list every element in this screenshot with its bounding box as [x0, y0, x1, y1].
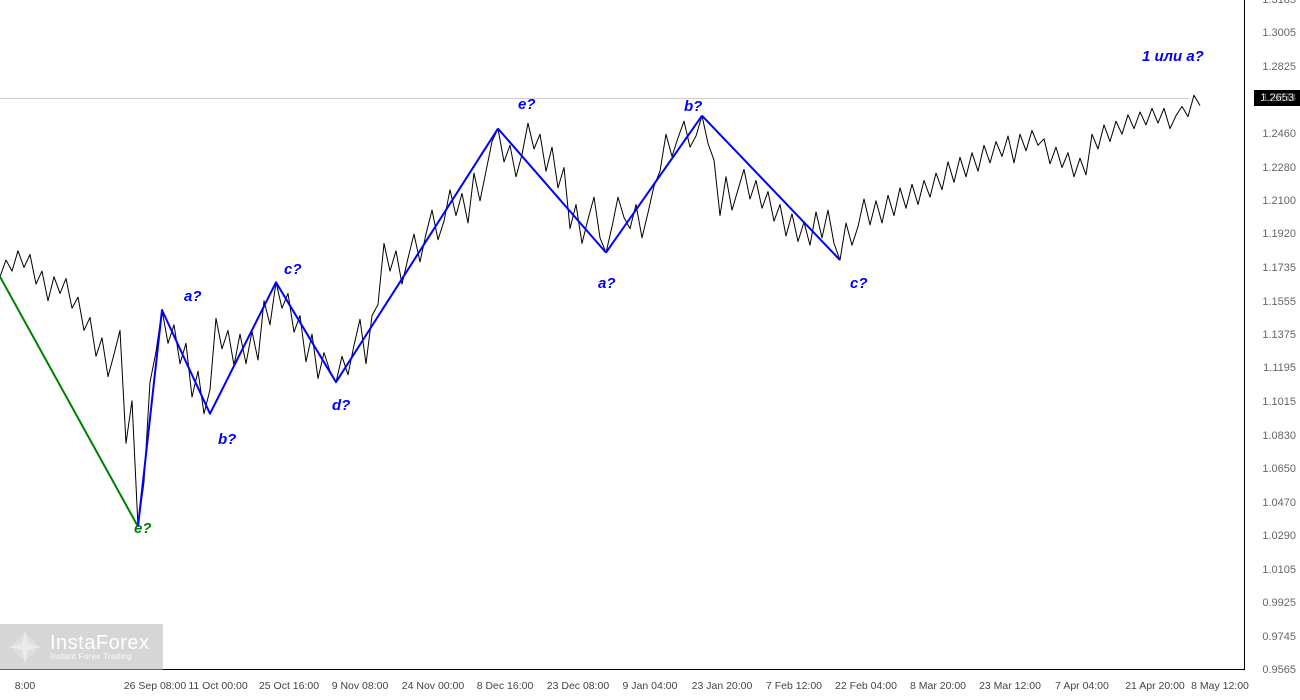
y-tick-label: 1.0105 — [1262, 564, 1296, 576]
y-tick-label: 0.9565 — [1262, 664, 1296, 676]
y-tick-label: 0.9925 — [1262, 597, 1296, 609]
wave-label: e? — [134, 520, 152, 537]
wave-label: c? — [850, 275, 868, 292]
watermark: InstaForex Instant Forex Trading — [0, 624, 163, 670]
y-tick-label: 1.0830 — [1262, 430, 1296, 442]
x-tick-label: 7 Feb 12:00 — [766, 680, 822, 692]
y-tick-label: 1.2653 — [1262, 92, 1296, 104]
y-tick-label: 0.9745 — [1262, 631, 1296, 643]
x-tick-label: 25 Oct 16:00 — [259, 680, 319, 692]
x-tick-label: 7 Apr 04:00 — [1055, 680, 1109, 692]
y-tick-label: 1.2280 — [1262, 162, 1296, 174]
x-tick-label: 8 May 12:00 — [1191, 680, 1249, 692]
wave-label: a? — [598, 275, 616, 292]
y-tick-label: 1.1735 — [1262, 262, 1296, 274]
y-tick-label: 1.0470 — [1262, 497, 1296, 509]
wave-label: e? — [518, 96, 536, 113]
x-tick-label: 9 Jan 04:00 — [623, 680, 678, 692]
x-tick-label: 23 Jan 20:00 — [692, 680, 753, 692]
y-tick-label: 1.2460 — [1262, 128, 1296, 140]
y-tick-label: 1.3185 — [1262, 0, 1296, 6]
y-axis: 1.2653 1.31851.30051.28251.26531.24601.2… — [1245, 0, 1300, 670]
x-tick-label: 22 Feb 04:00 — [835, 680, 897, 692]
current-price-hline — [0, 98, 1189, 99]
x-tick-label: 11 Oct 00:00 — [188, 680, 247, 692]
x-tick-label: 23 Mar 12:00 — [979, 680, 1041, 692]
x-tick-label: 9 Nov 08:00 — [332, 680, 389, 692]
x-tick-label: 8 Mar 20:00 — [910, 680, 966, 692]
x-tick-label: 21 Apr 20:00 — [1125, 680, 1185, 692]
watermark-tagline: Instant Forex Trading — [50, 653, 149, 661]
x-tick-label: 24 Nov 00:00 — [402, 680, 464, 692]
wave-label: b? — [218, 431, 236, 448]
y-tick-label: 1.0650 — [1262, 463, 1296, 475]
y-tick-label: 1.2825 — [1262, 61, 1296, 73]
y-tick-label: 1.2100 — [1262, 195, 1296, 207]
wave-label: c? — [284, 261, 302, 278]
wave-label: b? — [684, 98, 702, 115]
x-axis: 8:00 26 Sep 08:0011 Oct 00:00 25 Oct 16:00… — [0, 670, 1245, 700]
x-tick-label: 8:00 — [15, 680, 35, 692]
y-tick-label: 1.1375 — [1262, 329, 1296, 341]
y-tick-label: 1.1015 — [1262, 396, 1296, 408]
x-tick-label: 8 Dec 16:00 — [477, 680, 534, 692]
watermark-brand: InstaForex — [50, 633, 149, 653]
wave-label: a? — [184, 288, 202, 305]
y-tick-label: 1.0290 — [1262, 530, 1296, 542]
y-tick-label: 1.1920 — [1262, 228, 1296, 240]
wave-label: 1 или a? — [1142, 48, 1204, 65]
x-tick-label: 23 Dec 08:00 — [547, 680, 609, 692]
wave-label: d? — [332, 397, 350, 414]
chart-plot-area[interactable]: e? a? b? c? d? e? a? b? c? 1 или a? — [0, 0, 1245, 670]
chart-svg — [0, 0, 1245, 670]
y-tick-label: 1.1195 — [1263, 362, 1296, 374]
y-tick-label: 1.1555 — [1262, 296, 1296, 308]
x-tick-label: 26 Sep 08:00 — [124, 680, 186, 692]
y-tick-label: 1.3005 — [1262, 27, 1296, 39]
watermark-star-icon — [6, 628, 44, 666]
